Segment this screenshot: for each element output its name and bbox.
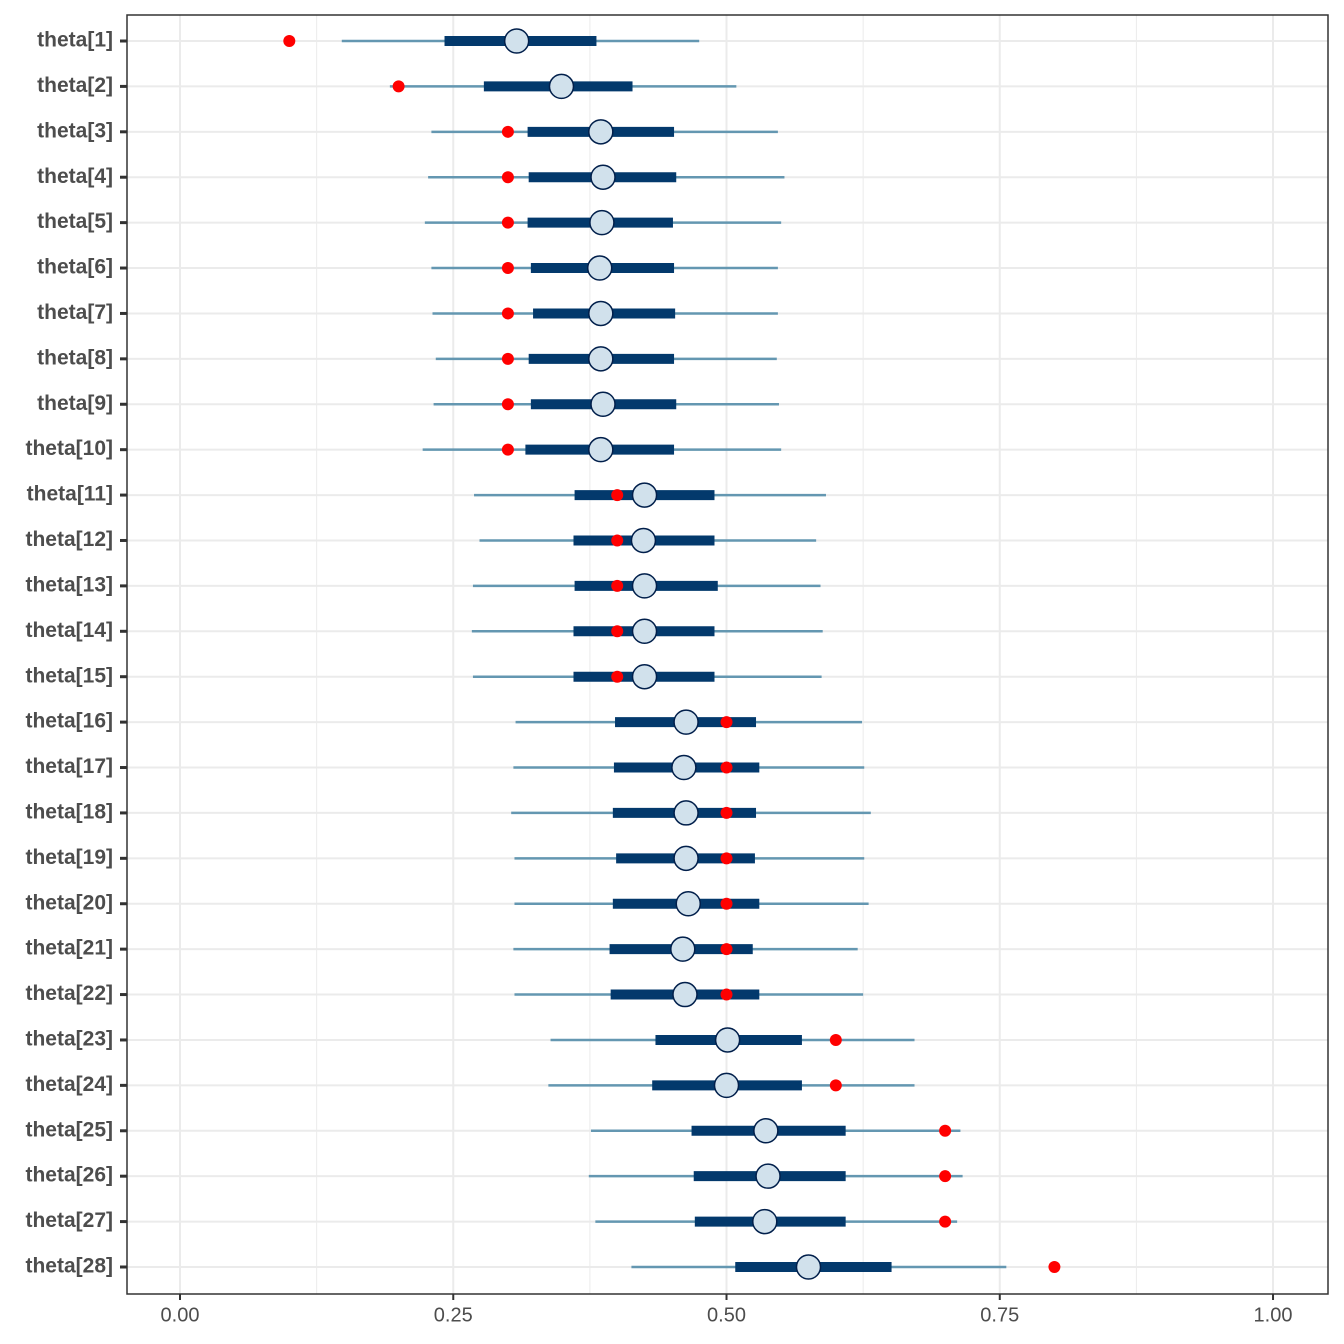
true-value-point	[939, 1170, 952, 1183]
y-tick-label: theta[6]	[37, 256, 113, 279]
y-tick-label: theta[23]	[25, 1028, 113, 1051]
y-tick-label: theta[17]	[25, 755, 113, 778]
y-tick-label: theta[3]	[37, 119, 113, 142]
x-tick-label: 1.00	[1254, 1304, 1293, 1326]
median-point	[631, 482, 658, 508]
true-value-point	[720, 716, 733, 729]
median-point	[588, 300, 614, 327]
median-point	[673, 800, 699, 826]
y-tick-label: theta[11]	[27, 483, 113, 506]
true-value-point	[501, 307, 514, 320]
true-value-point	[283, 35, 296, 47]
y-tick-label: theta[9]	[37, 392, 113, 415]
true-value-point	[501, 216, 514, 229]
true-value-point	[611, 534, 624, 547]
y-tick-label: theta[10]	[25, 437, 113, 460]
true-value-point	[720, 806, 733, 819]
median-point	[675, 890, 702, 917]
median-point	[631, 618, 658, 645]
y-tick-label: theta[13]	[25, 573, 113, 596]
median-point	[670, 936, 696, 962]
y-tick-label: theta[25]	[25, 1118, 113, 1141]
y-tick-label: theta[28]	[25, 1255, 113, 1278]
true-value-point	[501, 352, 514, 365]
true-value-point	[501, 171, 514, 184]
median-point	[503, 28, 530, 54]
median-point	[588, 119, 614, 145]
true-value-point	[720, 852, 733, 865]
true-value-point	[501, 398, 514, 411]
median-point	[755, 1163, 781, 1189]
y-tick-label: theta[15]	[25, 664, 113, 687]
true-value-point	[392, 80, 405, 93]
x-tick-label: 0.50	[707, 1304, 746, 1326]
y-tick-label: theta[14]	[25, 619, 113, 642]
y-tick-label: theta[4]	[37, 165, 113, 188]
y-tick-label: theta[22]	[25, 982, 113, 1005]
true-value-point	[611, 489, 624, 502]
median-point	[753, 1118, 779, 1144]
y-tick-label: theta[1]	[37, 29, 113, 52]
x-tick-label: 0.75	[980, 1304, 1019, 1326]
y-tick-label: theta[2]	[37, 74, 113, 97]
x-tick-label: 0.00	[161, 1304, 200, 1326]
median-point	[714, 1027, 741, 1053]
median-point	[630, 527, 657, 554]
median-point	[588, 346, 614, 372]
y-tick-label: theta[16]	[25, 710, 113, 733]
y-tick-label: theta[7]	[37, 301, 113, 324]
y-tick-label: theta[18]	[25, 800, 113, 823]
median-point	[588, 436, 614, 463]
median-point	[713, 1072, 740, 1099]
y-tick-label: theta[27]	[25, 1209, 113, 1232]
true-value-point	[720, 897, 733, 910]
x-tick-label: 0.25	[434, 1304, 473, 1326]
true-value-point	[829, 1079, 842, 1092]
median-point	[672, 981, 698, 1008]
median-point	[671, 754, 697, 781]
true-value-point	[939, 1124, 952, 1137]
y-tick-label: theta[21]	[25, 937, 113, 960]
median-point	[586, 255, 613, 281]
true-value-point	[611, 579, 624, 592]
panel-border	[126, 14, 1329, 1295]
true-value-point	[501, 443, 514, 456]
y-tick-label: theta[19]	[25, 846, 113, 869]
y-tick-label: theta[12]	[25, 528, 113, 551]
median-point	[590, 391, 616, 418]
y-tick-label: theta[26]	[25, 1164, 113, 1187]
median-point	[589, 209, 615, 236]
true-value-point	[720, 943, 733, 956]
true-value-point	[611, 670, 624, 683]
true-value-point	[720, 761, 733, 774]
true-value-point	[1048, 1261, 1061, 1273]
true-value-point	[501, 262, 514, 275]
median-point	[673, 709, 699, 735]
y-tick-label: theta[20]	[25, 891, 113, 914]
true-value-point	[829, 1033, 842, 1046]
y-tick-label: theta[5]	[37, 210, 113, 233]
median-point	[673, 845, 699, 872]
true-value-point	[939, 1215, 952, 1228]
y-tick-label: theta[24]	[25, 1073, 113, 1096]
median-point	[590, 164, 616, 190]
true-value-point	[501, 125, 514, 138]
median-point	[795, 1254, 822, 1280]
median-point	[631, 663, 658, 690]
y-tick-label: theta[8]	[37, 346, 113, 369]
true-value-point	[611, 625, 624, 638]
median-point	[752, 1208, 778, 1235]
median-point	[548, 73, 575, 100]
median-point	[631, 573, 658, 599]
true-value-point	[720, 988, 733, 1001]
